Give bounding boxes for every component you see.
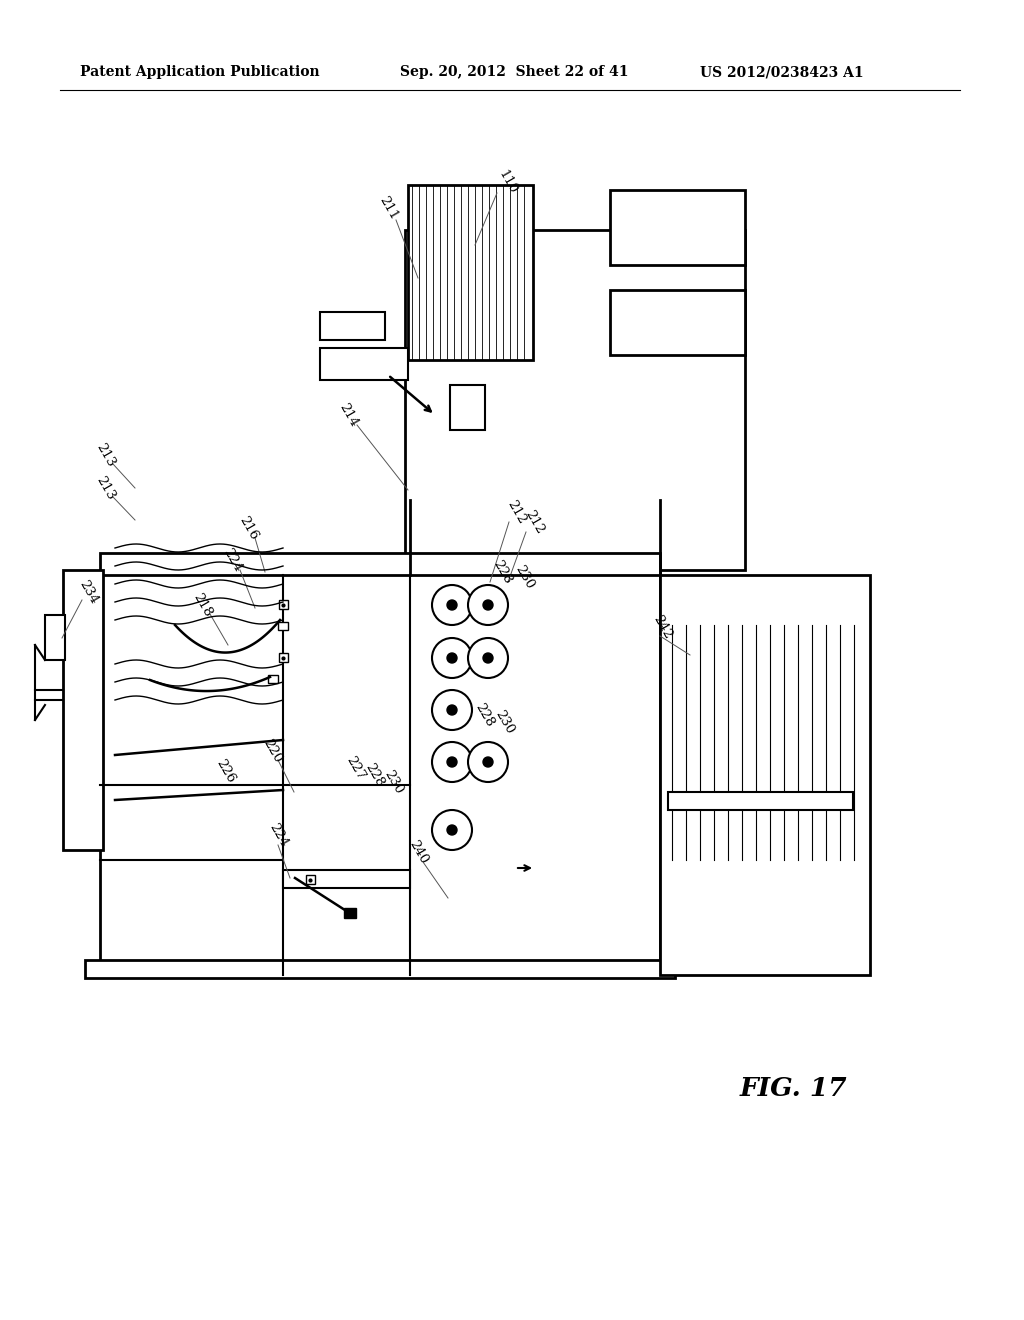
Bar xyxy=(283,870,410,888)
Circle shape xyxy=(483,653,493,663)
Circle shape xyxy=(447,825,457,836)
Text: 234: 234 xyxy=(76,578,100,606)
Bar xyxy=(279,653,288,663)
Text: 224: 224 xyxy=(266,821,290,849)
Bar xyxy=(45,615,65,660)
Circle shape xyxy=(432,638,472,678)
Text: 220: 220 xyxy=(260,737,284,766)
Text: 211: 211 xyxy=(376,194,400,222)
Text: 110: 110 xyxy=(496,168,520,197)
Text: 212: 212 xyxy=(522,508,546,536)
Bar xyxy=(408,185,534,360)
Bar xyxy=(100,553,660,576)
Circle shape xyxy=(447,601,457,610)
Bar xyxy=(610,190,745,265)
Circle shape xyxy=(468,742,508,781)
Bar xyxy=(85,960,675,978)
Bar xyxy=(306,875,315,884)
Bar xyxy=(278,622,288,630)
Bar xyxy=(319,312,385,341)
Text: 213: 213 xyxy=(93,474,117,502)
Circle shape xyxy=(447,705,457,715)
Text: 218: 218 xyxy=(190,591,214,619)
Text: US 2012/0238423 A1: US 2012/0238423 A1 xyxy=(700,65,863,79)
Text: 228: 228 xyxy=(362,760,386,789)
Text: 214: 214 xyxy=(336,401,359,429)
Circle shape xyxy=(447,756,457,767)
Bar xyxy=(319,348,408,380)
Circle shape xyxy=(432,690,472,730)
Text: 224: 224 xyxy=(220,546,244,574)
Circle shape xyxy=(468,585,508,624)
Circle shape xyxy=(483,601,493,610)
Text: 240: 240 xyxy=(407,838,430,866)
Text: 213: 213 xyxy=(93,441,117,469)
Circle shape xyxy=(468,638,508,678)
Text: 230: 230 xyxy=(381,768,404,796)
Text: 242: 242 xyxy=(650,612,674,642)
Text: 212: 212 xyxy=(504,498,528,527)
Circle shape xyxy=(483,756,493,767)
Bar xyxy=(344,908,356,917)
Bar xyxy=(268,675,278,682)
Text: 216: 216 xyxy=(237,513,260,543)
Bar xyxy=(668,792,853,810)
Bar xyxy=(100,570,660,975)
Text: 226: 226 xyxy=(213,756,237,785)
Text: FIG. 17: FIG. 17 xyxy=(740,1076,848,1101)
Text: 228: 228 xyxy=(472,701,496,729)
Text: Sep. 20, 2012  Sheet 22 of 41: Sep. 20, 2012 Sheet 22 of 41 xyxy=(400,65,629,79)
Text: 230: 230 xyxy=(493,708,516,737)
Circle shape xyxy=(432,810,472,850)
Text: 230: 230 xyxy=(512,562,536,591)
Bar xyxy=(610,290,745,355)
Bar xyxy=(406,230,745,570)
Bar xyxy=(660,576,870,975)
Bar xyxy=(63,570,103,850)
Circle shape xyxy=(432,585,472,624)
Circle shape xyxy=(432,742,472,781)
Text: Patent Application Publication: Patent Application Publication xyxy=(80,65,319,79)
Text: 228: 228 xyxy=(490,558,514,586)
Bar xyxy=(279,601,288,609)
Bar xyxy=(450,385,485,430)
Text: 227: 227 xyxy=(343,754,367,783)
Circle shape xyxy=(447,653,457,663)
